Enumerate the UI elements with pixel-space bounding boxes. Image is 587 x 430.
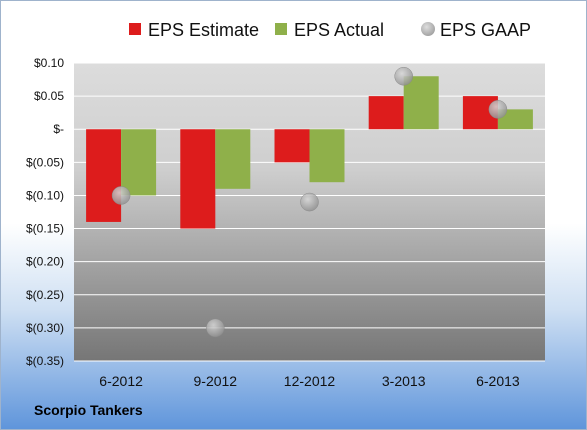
eps-gaap-point	[206, 318, 225, 338]
legend: EPS Estimate EPS Actual EPS GAAP	[129, 20, 531, 40]
y-tick-label: $(0.15)	[26, 222, 64, 236]
y-axis: $0.10 $0.05 $- $(0.05) $(0.10) $(0.15) $(0.20)…	[26, 56, 64, 368]
eps-actual-bar	[309, 129, 345, 183]
eps-estimate-bar	[180, 129, 216, 229]
x-axis: 6-2012 9-2012 12-2012 3-2013 6-2013	[99, 373, 520, 389]
y-tick-label: $(0.30)	[26, 321, 64, 335]
eps-gaap-point	[488, 100, 508, 119]
y-tick-label: $0.05	[34, 89, 64, 103]
x-tick-label: 12-2012	[284, 373, 336, 389]
eps-gaap-point	[394, 66, 413, 86]
legend-swatch	[275, 23, 287, 35]
x-tick-label: 6-2013	[476, 373, 520, 389]
x-tick-label: 3-2013	[382, 373, 426, 389]
legend-label: EPS Actual	[294, 20, 384, 40]
legend-label: EPS GAAP	[440, 20, 531, 40]
x-tick-label: 6-2012	[99, 373, 143, 389]
x-tick-label: 9-2012	[194, 373, 238, 389]
legend-swatch	[129, 23, 141, 35]
y-tick-label: $-	[53, 122, 64, 136]
y-tick-label: $(0.20)	[26, 255, 64, 269]
legend-label: EPS Estimate	[148, 20, 259, 40]
eps-actual-bar	[497, 109, 533, 130]
y-tick-label: $0.10	[34, 56, 64, 70]
legend-swatch	[421, 22, 435, 36]
eps-estimate-bar	[86, 129, 122, 222]
eps-actual-bar	[121, 129, 157, 196]
y-tick-label: $(0.10)	[26, 188, 64, 202]
eps-gaap-point	[111, 186, 131, 205]
eps-estimate-bar	[368, 96, 404, 130]
eps-actual-bar	[215, 129, 251, 189]
y-tick-label: $(0.35)	[26, 354, 64, 368]
gaap-points	[111, 66, 508, 338]
eps-gaap-point	[300, 192, 319, 212]
eps-estimate-bar	[274, 129, 310, 163]
company-name: Scorpio Tankers	[34, 402, 143, 418]
bars	[86, 76, 533, 229]
y-tick-label: $(0.25)	[26, 288, 64, 302]
y-tick-label: $(0.05)	[26, 155, 64, 169]
eps-actual-bar	[403, 76, 439, 130]
